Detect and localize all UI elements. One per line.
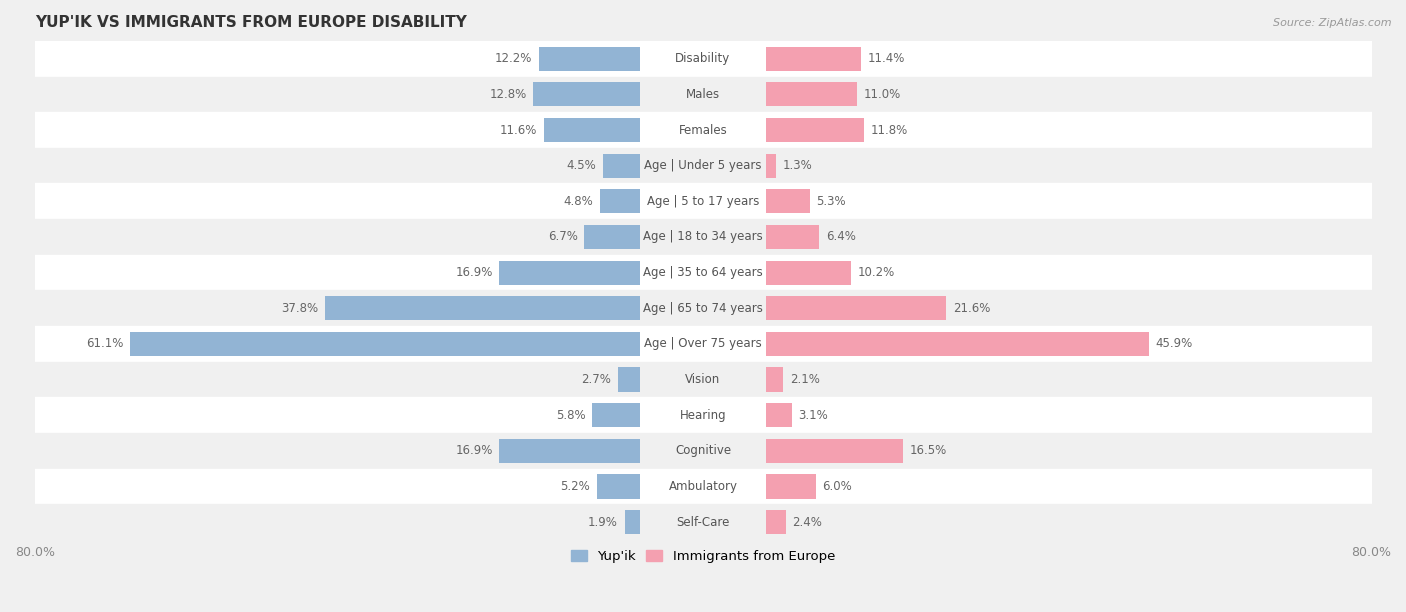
Text: 1.9%: 1.9%	[588, 516, 617, 529]
Text: 11.6%: 11.6%	[499, 124, 537, 136]
Bar	[766, 332, 1149, 356]
Text: Source: ZipAtlas.com: Source: ZipAtlas.com	[1274, 18, 1392, 28]
Bar	[585, 225, 640, 249]
Text: 10.2%: 10.2%	[858, 266, 894, 279]
Text: Age | Under 5 years: Age | Under 5 years	[644, 159, 762, 172]
Text: 37.8%: 37.8%	[281, 302, 318, 315]
Bar	[499, 439, 640, 463]
Bar	[544, 118, 640, 142]
Bar	[766, 47, 860, 71]
Text: 2.1%: 2.1%	[790, 373, 820, 386]
Text: Age | 65 to 74 years: Age | 65 to 74 years	[643, 302, 763, 315]
Bar	[538, 47, 640, 71]
Text: Females: Females	[679, 124, 727, 136]
Text: Age | 35 to 64 years: Age | 35 to 64 years	[643, 266, 763, 279]
Bar	[600, 189, 640, 214]
Bar	[533, 82, 640, 106]
Text: 5.2%: 5.2%	[561, 480, 591, 493]
Bar	[766, 439, 904, 463]
Bar	[766, 189, 810, 214]
Text: 12.2%: 12.2%	[495, 52, 531, 65]
Text: 3.1%: 3.1%	[799, 409, 828, 422]
Bar	[766, 367, 783, 392]
Bar	[499, 261, 640, 285]
Text: 11.0%: 11.0%	[865, 88, 901, 101]
Bar	[617, 367, 640, 392]
Text: 16.9%: 16.9%	[456, 444, 492, 457]
Bar	[766, 403, 792, 427]
Bar	[766, 118, 865, 142]
Text: Cognitive: Cognitive	[675, 444, 731, 457]
Bar	[766, 225, 820, 249]
Text: 2.4%: 2.4%	[793, 516, 823, 529]
Text: 1.3%: 1.3%	[783, 159, 813, 172]
Text: Age | 18 to 34 years: Age | 18 to 34 years	[643, 231, 763, 244]
Text: 45.9%: 45.9%	[1156, 337, 1192, 351]
Text: Self-Care: Self-Care	[676, 516, 730, 529]
Bar	[766, 82, 858, 106]
Text: Age | 5 to 17 years: Age | 5 to 17 years	[647, 195, 759, 208]
Text: 6.0%: 6.0%	[823, 480, 852, 493]
Text: 5.8%: 5.8%	[555, 409, 585, 422]
Text: Males: Males	[686, 88, 720, 101]
Text: Disability: Disability	[675, 52, 731, 65]
Text: Hearing: Hearing	[679, 409, 727, 422]
Text: 2.7%: 2.7%	[581, 373, 612, 386]
Text: YUP'IK VS IMMIGRANTS FROM EUROPE DISABILITY: YUP'IK VS IMMIGRANTS FROM EUROPE DISABIL…	[35, 15, 467, 30]
Text: 11.8%: 11.8%	[870, 124, 908, 136]
Text: 4.5%: 4.5%	[567, 159, 596, 172]
Bar	[766, 154, 776, 178]
Bar	[766, 261, 851, 285]
Bar	[131, 332, 640, 356]
Text: Vision: Vision	[685, 373, 721, 386]
Text: 61.1%: 61.1%	[86, 337, 124, 351]
Text: 5.3%: 5.3%	[817, 195, 846, 208]
Text: 6.4%: 6.4%	[825, 231, 856, 244]
Legend: Yup'ik, Immigrants from Europe: Yup'ik, Immigrants from Europe	[565, 545, 841, 569]
Text: 11.4%: 11.4%	[868, 52, 905, 65]
Bar	[766, 510, 786, 534]
Text: 16.5%: 16.5%	[910, 444, 948, 457]
Text: 21.6%: 21.6%	[953, 302, 990, 315]
Bar	[325, 296, 640, 321]
Text: Ambulatory: Ambulatory	[668, 480, 738, 493]
Bar	[592, 403, 640, 427]
Bar	[598, 474, 640, 499]
Text: 4.8%: 4.8%	[564, 195, 593, 208]
Text: 12.8%: 12.8%	[489, 88, 527, 101]
Text: 16.9%: 16.9%	[456, 266, 492, 279]
Bar	[624, 510, 640, 534]
Text: Age | Over 75 years: Age | Over 75 years	[644, 337, 762, 351]
Text: 6.7%: 6.7%	[548, 231, 578, 244]
Bar	[603, 154, 640, 178]
Bar	[766, 296, 946, 321]
Bar	[766, 474, 815, 499]
